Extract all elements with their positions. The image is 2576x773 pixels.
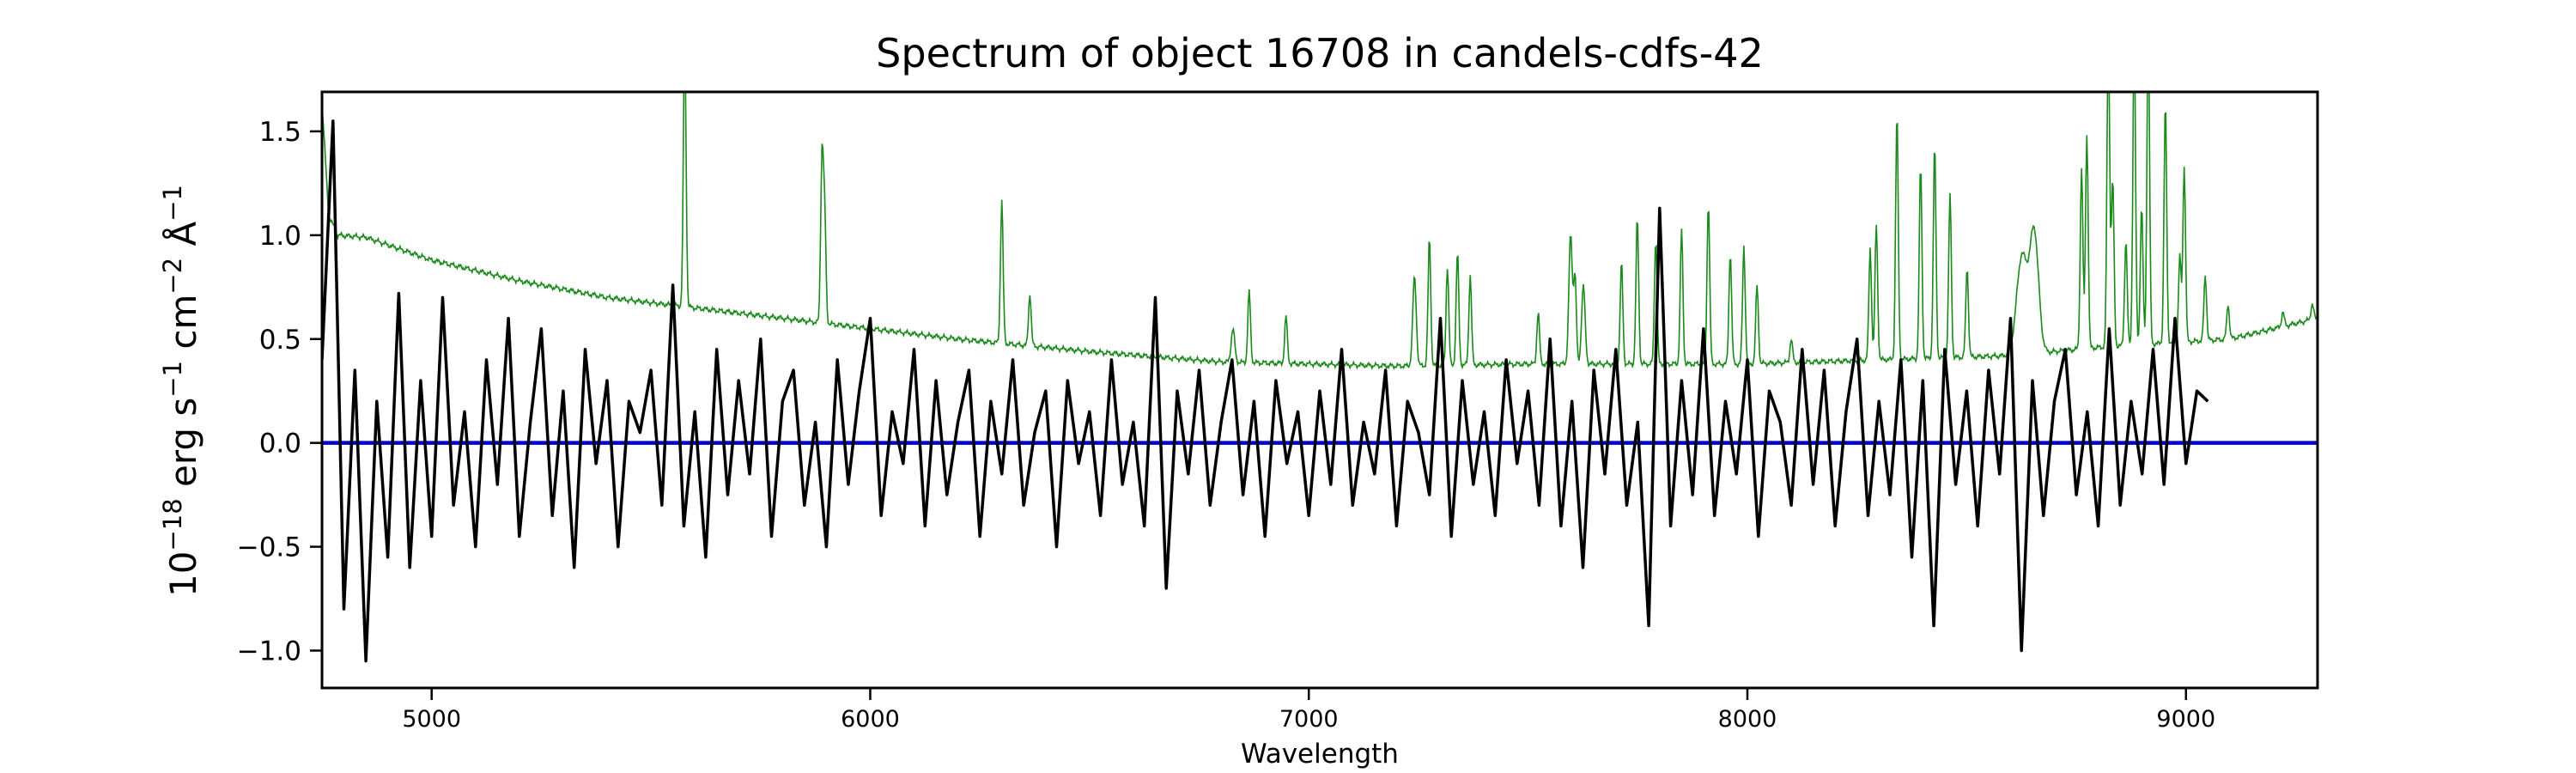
y-tick-label: 1.5 [259,117,301,148]
y-label-unit: Å [161,222,204,258]
y-label-unit: erg s [162,398,204,499]
x-tick-label: 7000 [1279,706,1339,733]
flux-spectrum-line [322,119,2209,663]
x-tick-label: 6000 [841,706,900,733]
x-axis: 5000 6000 7000 8000 9000 [402,688,2215,733]
y-axis-label: 10−18 erg s−1 cm−2 Å−1 [158,185,204,597]
y-tick-label: −0.5 [237,533,301,563]
y-tick-label: 1.0 [259,221,301,252]
y-label-unit: cm [162,295,204,361]
x-tick-label: 8000 [1718,706,1777,733]
y-axis: −1.0 −0.5 0.0 0.5 1.0 1.5 [237,117,322,666]
y-tick-label: 0.0 [259,429,301,460]
y-label-exp: −2 [158,258,187,295]
y-tick-label: −1.0 [237,636,301,666]
y-label-exp: −1 [158,361,187,398]
model-spectrum-line [322,92,2318,371]
plot-area [322,92,2318,663]
x-tick-label: 5000 [402,706,461,733]
plot-frame [320,90,2319,690]
y-label-exp: −18 [158,498,187,551]
x-axis-label: Wavelength [1241,739,1399,770]
y-label-exp: −1 [158,185,187,222]
chart-title: Spectrum of object 16708 in candels-cdfs… [876,30,1764,76]
x-tick-label: 9000 [2156,706,2215,733]
y-tick-label: 0.5 [259,325,301,356]
y-label-base: 10 [162,551,204,597]
